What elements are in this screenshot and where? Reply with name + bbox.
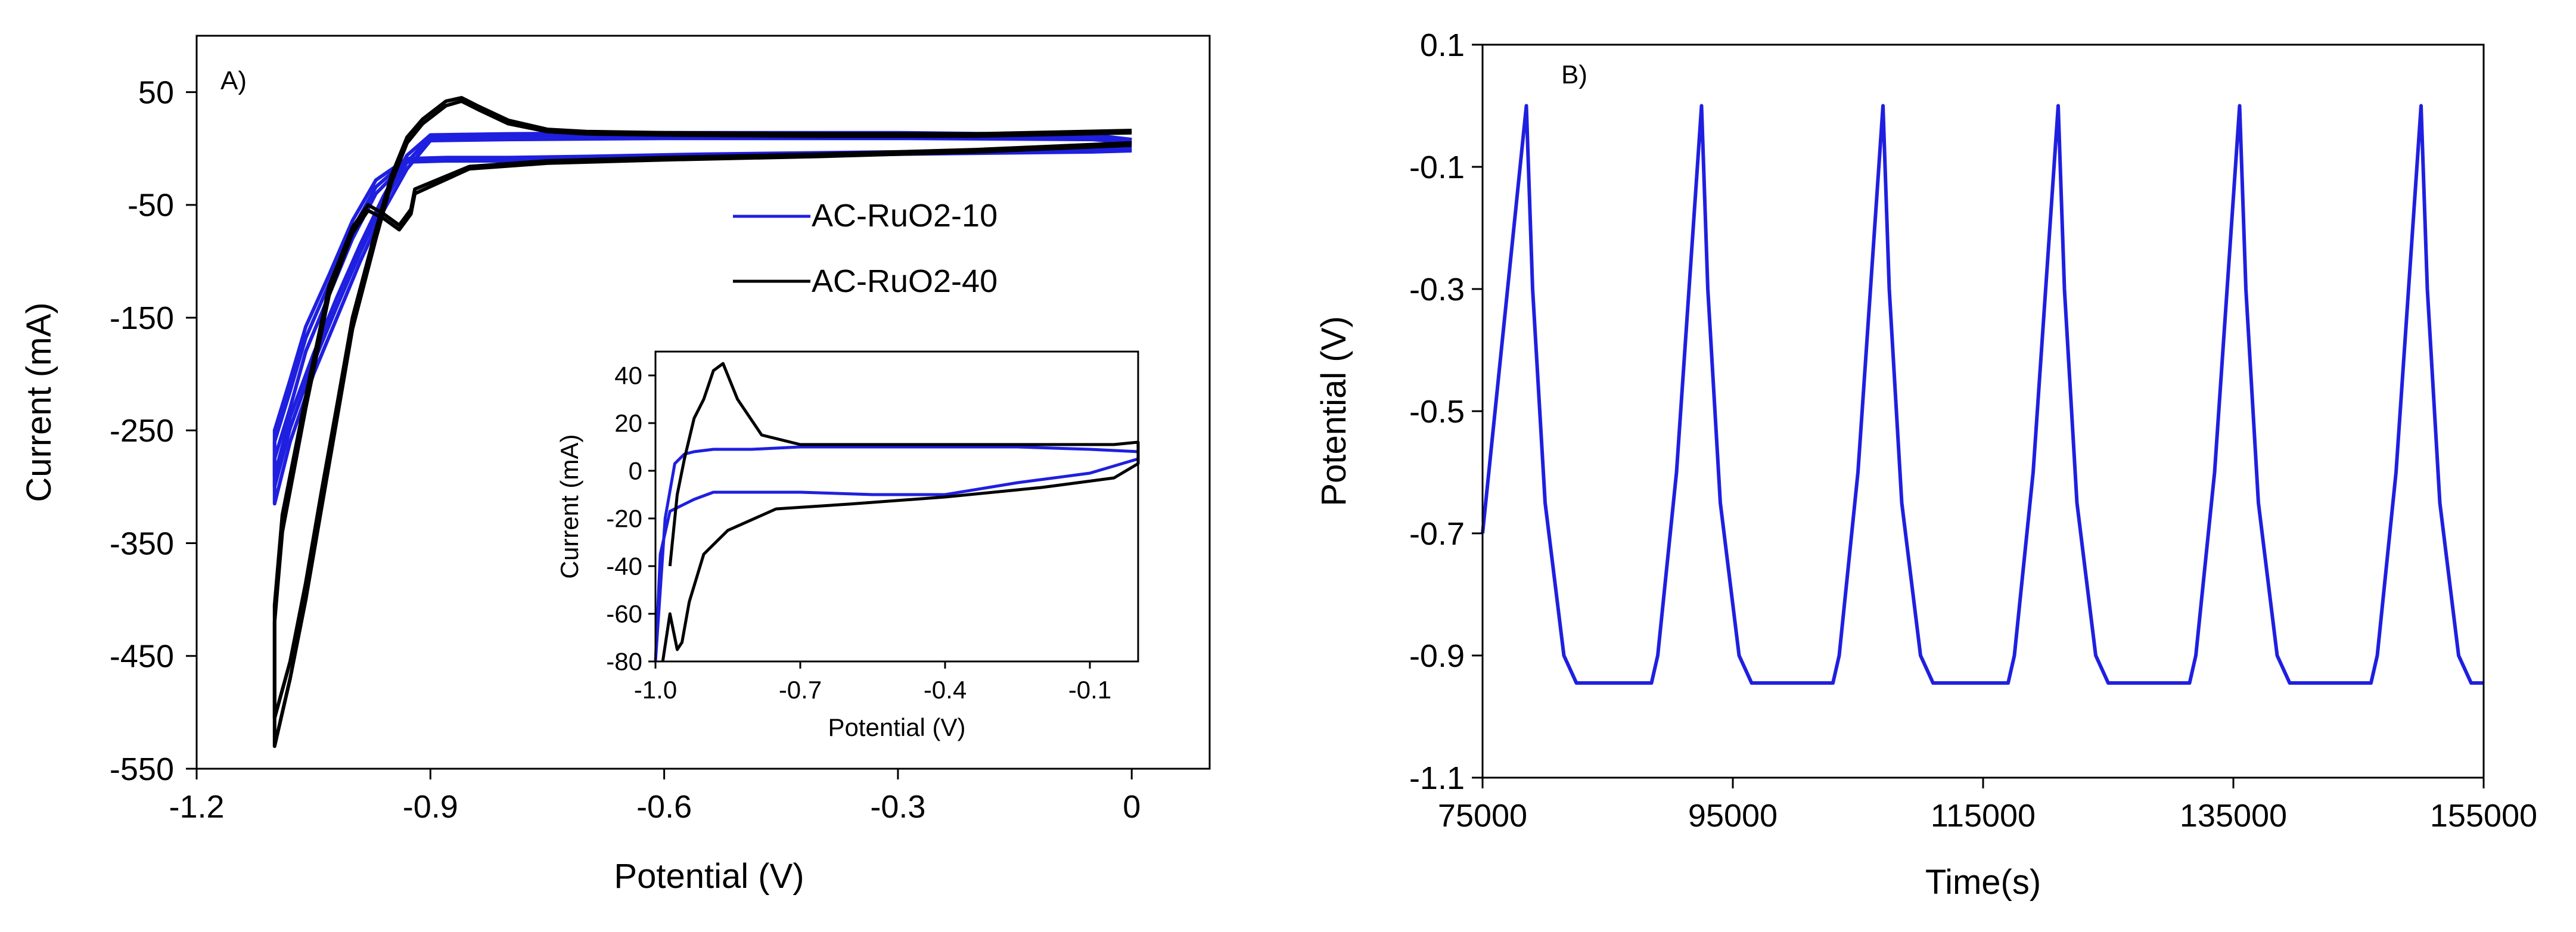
inset-y-tick-label: 0 bbox=[629, 457, 642, 485]
panel-b-plot-frame bbox=[1481, 44, 2485, 779]
panel-a-ticks: -1.2 -0.9 -0.6 -0.3 0 50 -50 -150 -250 -350 -450 -5… bbox=[110, 75, 1141, 825]
inset-xlabel: Potential (V) bbox=[828, 713, 965, 741]
inset-x-tick-label: -0.7 bbox=[779, 676, 822, 704]
series-line-potential bbox=[1481, 104, 2484, 685]
panel-a-plot-frame bbox=[195, 35, 1211, 770]
inset-y-tick-label: 40 bbox=[614, 362, 642, 390]
panel-a-x-tick-label: -0.9 bbox=[403, 789, 458, 825]
panel-a-label: A) bbox=[220, 66, 247, 95]
legend-entry-ac-ruo2-40: AC-RuO2-40 bbox=[733, 263, 998, 299]
panel-a-xlabel: Potential (V) bbox=[614, 857, 804, 896]
panel-b-ticks: 75000 95000 115000 135000 155000 0.1 -0.1 -0.3 -… bbox=[1409, 27, 2537, 834]
panel-a-y-tick-label: 50 bbox=[138, 75, 174, 111]
panel-b-x-tick-label: 135000 bbox=[2180, 798, 2287, 834]
inset-chart: -1.0 -0.7 -0.4 -0.1 40 20 0 -20 -40 -60 -80 Potent… bbox=[555, 350, 1140, 741]
legend-entry-ac-ruo2-10: AC-RuO2-10 bbox=[733, 198, 998, 234]
inset-ylabel: Current (mA) bbox=[555, 434, 583, 579]
panel-a-ylabel: Current (mA) bbox=[20, 302, 58, 502]
inset-series-line-ac-ruo2-40 bbox=[661, 362, 1140, 662]
panel-a-y-tick-label: -250 bbox=[110, 413, 174, 449]
panel-b-y-tick-label: -0.9 bbox=[1409, 638, 1465, 674]
panel-b-ylabel: Potential (V) bbox=[1315, 316, 1353, 506]
panel-a-y-tick-label: -150 bbox=[110, 300, 174, 336]
legend-label-ac-ruo2-40: AC-RuO2-40 bbox=[812, 263, 998, 299]
panel-a-x-tick-label: -0.3 bbox=[870, 789, 925, 825]
panel-b-x-tick-label: 95000 bbox=[1688, 798, 1778, 834]
panel-b-y-tick-label: -0.3 bbox=[1409, 272, 1465, 307]
inset-plot-frame bbox=[654, 350, 1139, 663]
inset-y-tick-label: -40 bbox=[606, 552, 642, 580]
panel-a-x-tick-label: 0 bbox=[1123, 789, 1141, 825]
panel-b: B) 75000 95000 115000 135000 155000 0.1 -0.1 -0… bbox=[1315, 27, 2537, 902]
series-line-ac-ruo2-10 bbox=[272, 131, 1132, 477]
inset-ticks: -1.0 -0.7 -0.4 -0.1 40 20 0 -20 -40 -60 -80 bbox=[606, 362, 1111, 704]
inset-x-tick-label: -0.4 bbox=[924, 676, 967, 704]
panel-a-x-tick-label: -0.6 bbox=[636, 789, 692, 825]
inset-y-tick-label: 20 bbox=[614, 409, 642, 437]
panel-b-x-tick-label: 75000 bbox=[1438, 798, 1527, 834]
panel-b-x-tick-label: 115000 bbox=[1931, 798, 2036, 834]
panel-a: A) -1.2 -0.9 -0.6 -0.3 0 50 -50 -150 -250 -350 -45… bbox=[20, 35, 1211, 896]
inset-y-tick-label: -60 bbox=[606, 600, 642, 628]
panel-b-y-tick-label: -0.5 bbox=[1409, 394, 1465, 430]
panel-a-y-tick-label: -550 bbox=[110, 751, 174, 787]
panel-a-series bbox=[272, 96, 1132, 748]
panel-a-y-tick-label: -50 bbox=[128, 188, 174, 223]
series-line-ac-ruo2-40 bbox=[272, 96, 1132, 720]
panel-b-y-tick-label: 0.1 bbox=[1420, 27, 1465, 63]
panel-b-label: B) bbox=[1561, 60, 1587, 89]
panel-b-series bbox=[1481, 104, 2484, 685]
panel-a-y-tick-label: -350 bbox=[110, 526, 174, 561]
panel-b-x-tick-label: 155000 bbox=[2430, 798, 2537, 834]
legend: AC-RuO2-10 AC-RuO2-40 bbox=[733, 198, 998, 299]
panel-a-x-tick-label: -1.2 bbox=[169, 789, 224, 825]
panel-b-xlabel: Time(s) bbox=[1925, 863, 2041, 902]
panel-a-y-tick-label: -450 bbox=[110, 639, 174, 675]
panel-b-y-tick-label: -1.1 bbox=[1409, 760, 1465, 796]
inset-y-tick-label: -20 bbox=[606, 505, 642, 533]
panel-b-y-tick-label: -0.7 bbox=[1409, 516, 1465, 552]
inset-x-tick-label: -0.1 bbox=[1068, 676, 1111, 704]
inset-x-tick-label: -1.0 bbox=[634, 676, 677, 704]
inset-y-tick-label: -80 bbox=[606, 648, 642, 676]
series-line-ac-ruo2-40 bbox=[272, 99, 1132, 748]
legend-label-ac-ruo2-10: AC-RuO2-10 bbox=[812, 198, 998, 234]
inset-background bbox=[655, 352, 1138, 661]
panel-b-y-tick-label: -0.1 bbox=[1409, 150, 1465, 185]
